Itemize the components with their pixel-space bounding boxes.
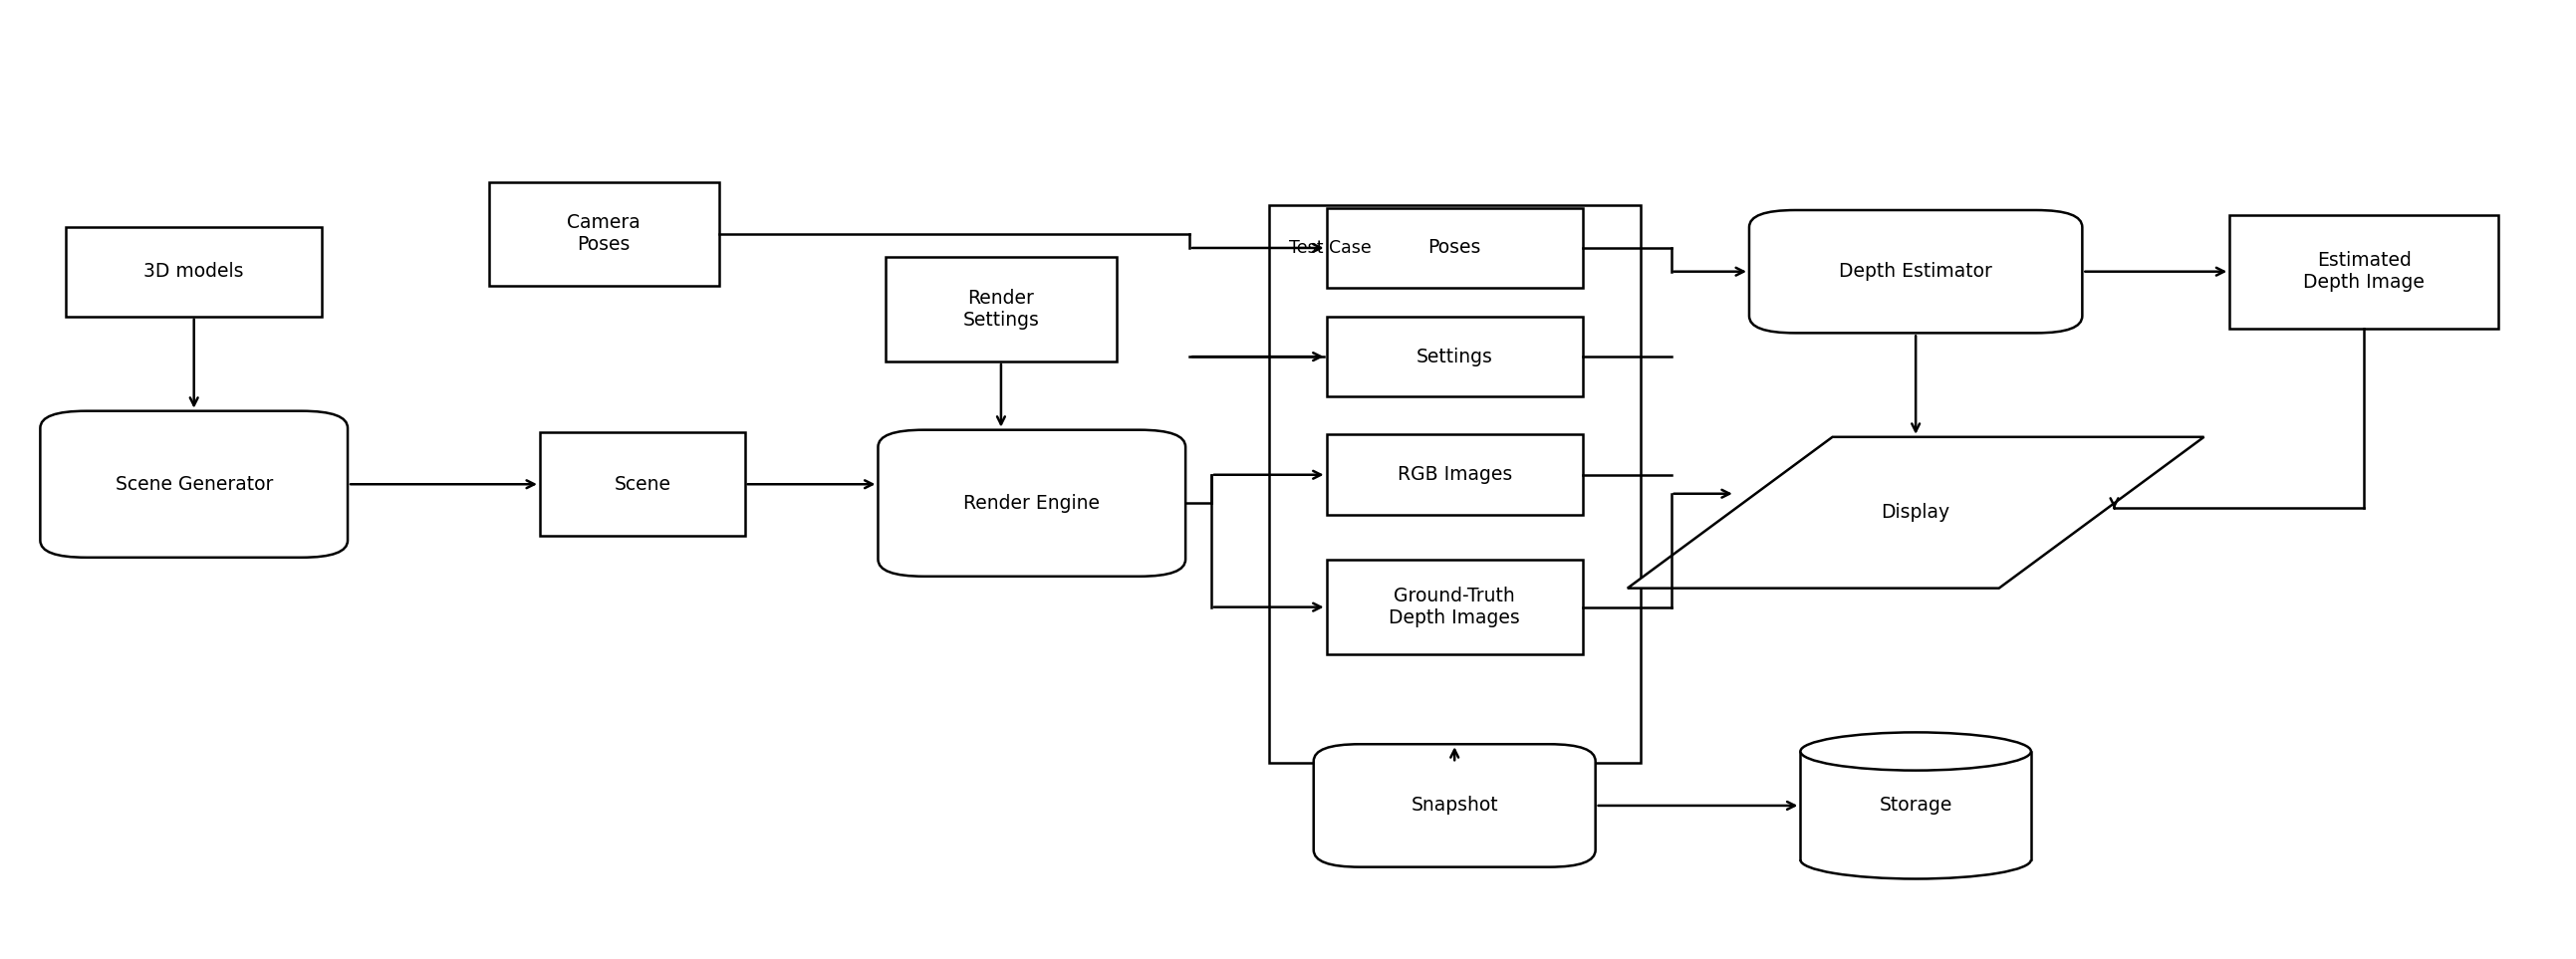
Text: Scene: Scene [613, 475, 670, 494]
Text: RGB Images: RGB Images [1396, 465, 1512, 484]
Text: Render
Settings: Render Settings [963, 289, 1038, 330]
Ellipse shape [1801, 733, 2030, 770]
Bar [1327, 560, 1582, 654]
Text: Settings: Settings [1417, 347, 1494, 366]
Text: Snapshot: Snapshot [1412, 796, 1499, 815]
FancyBboxPatch shape [41, 411, 348, 557]
Text: Scene Generator: Scene Generator [116, 475, 273, 494]
Bar [2231, 215, 2499, 328]
Text: Storage: Storage [1878, 796, 1953, 815]
Bar [1327, 208, 1582, 288]
Bar [1327, 434, 1582, 515]
Text: Depth Estimator: Depth Estimator [1839, 262, 1991, 281]
Text: 3D models: 3D models [144, 262, 245, 281]
Text: Render Engine: Render Engine [963, 494, 1100, 513]
Text: Ground-Truth
Depth Images: Ground-Truth Depth Images [1388, 587, 1520, 627]
Bar [67, 226, 322, 316]
Text: Test Case: Test Case [1288, 239, 1370, 257]
FancyBboxPatch shape [878, 430, 1185, 576]
FancyBboxPatch shape [1314, 744, 1595, 867]
Text: Camera
Poses: Camera Poses [567, 213, 641, 254]
Polygon shape [1628, 437, 2205, 588]
Bar [1327, 316, 1582, 397]
Bar [1270, 205, 1641, 763]
Bar [541, 433, 744, 536]
FancyBboxPatch shape [1749, 210, 2081, 333]
Bar [886, 257, 1115, 362]
Bar [489, 182, 719, 286]
Text: Estimated
Depth Image: Estimated Depth Image [2303, 251, 2424, 292]
Text: Display: Display [1880, 503, 1950, 522]
Text: Poses: Poses [1427, 239, 1481, 257]
Bar [1801, 752, 2030, 860]
